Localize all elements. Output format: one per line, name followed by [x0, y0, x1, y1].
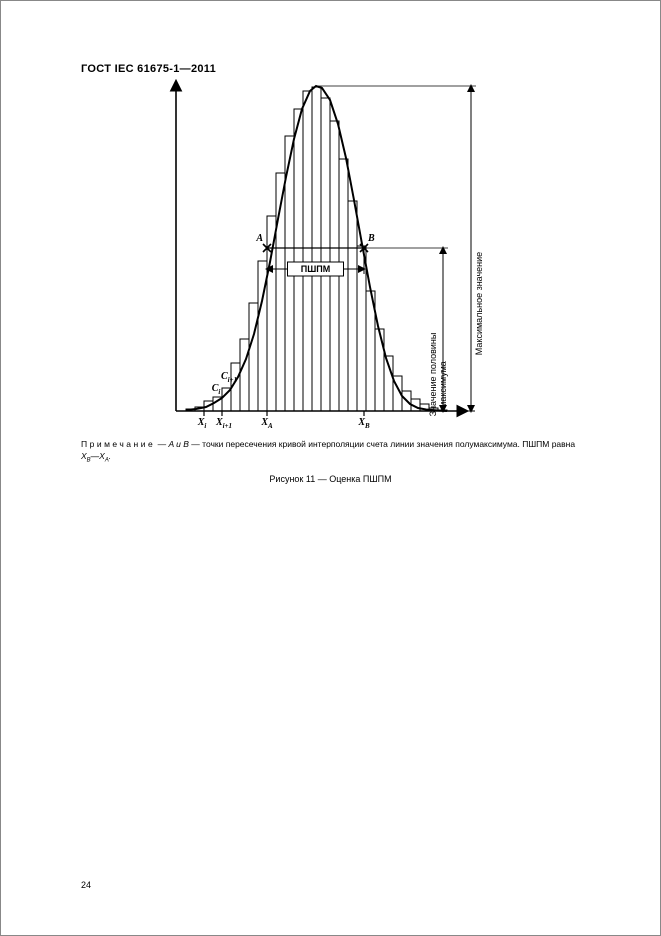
svg-text:B: B: [367, 233, 375, 244]
note-expression: XB—XA.: [81, 451, 111, 461]
svg-text:Значение половинымаксимума: Значение половинымаксимума: [428, 333, 448, 417]
svg-text:Максимальное значение: Максимальное значение: [474, 252, 484, 355]
svg-text:Ci+1: Ci+1: [221, 371, 237, 384]
note-block: Примечание — A и B — точки пересечения к…: [81, 439, 585, 465]
svg-text:Xi: Xi: [197, 417, 207, 430]
svg-text:XA: XA: [260, 417, 273, 430]
page-number: 24: [81, 880, 91, 890]
note-label: Примечание: [81, 439, 155, 449]
page: ГОСТ IEC 61675-1—2011 ПШПМ A B XA XB Xi Xi+1 Ci…: [0, 0, 661, 936]
figure-caption: Рисунок 11 — Оценка ПШПМ: [1, 474, 660, 484]
svg-text:Xi+1: Xi+1: [215, 417, 232, 430]
svg-text:Ci: Ci: [212, 383, 221, 396]
svg-text:A: A: [255, 233, 263, 244]
document-header: ГОСТ IEC 61675-1—2011: [81, 63, 216, 75]
figure-fwhm: ПШПМ A B XA XB Xi Xi+1 CiCi+1 Значение половиным…: [166, 76, 521, 431]
svg-text:XB: XB: [357, 417, 370, 430]
svg-text:ПШПМ: ПШПМ: [301, 264, 330, 274]
